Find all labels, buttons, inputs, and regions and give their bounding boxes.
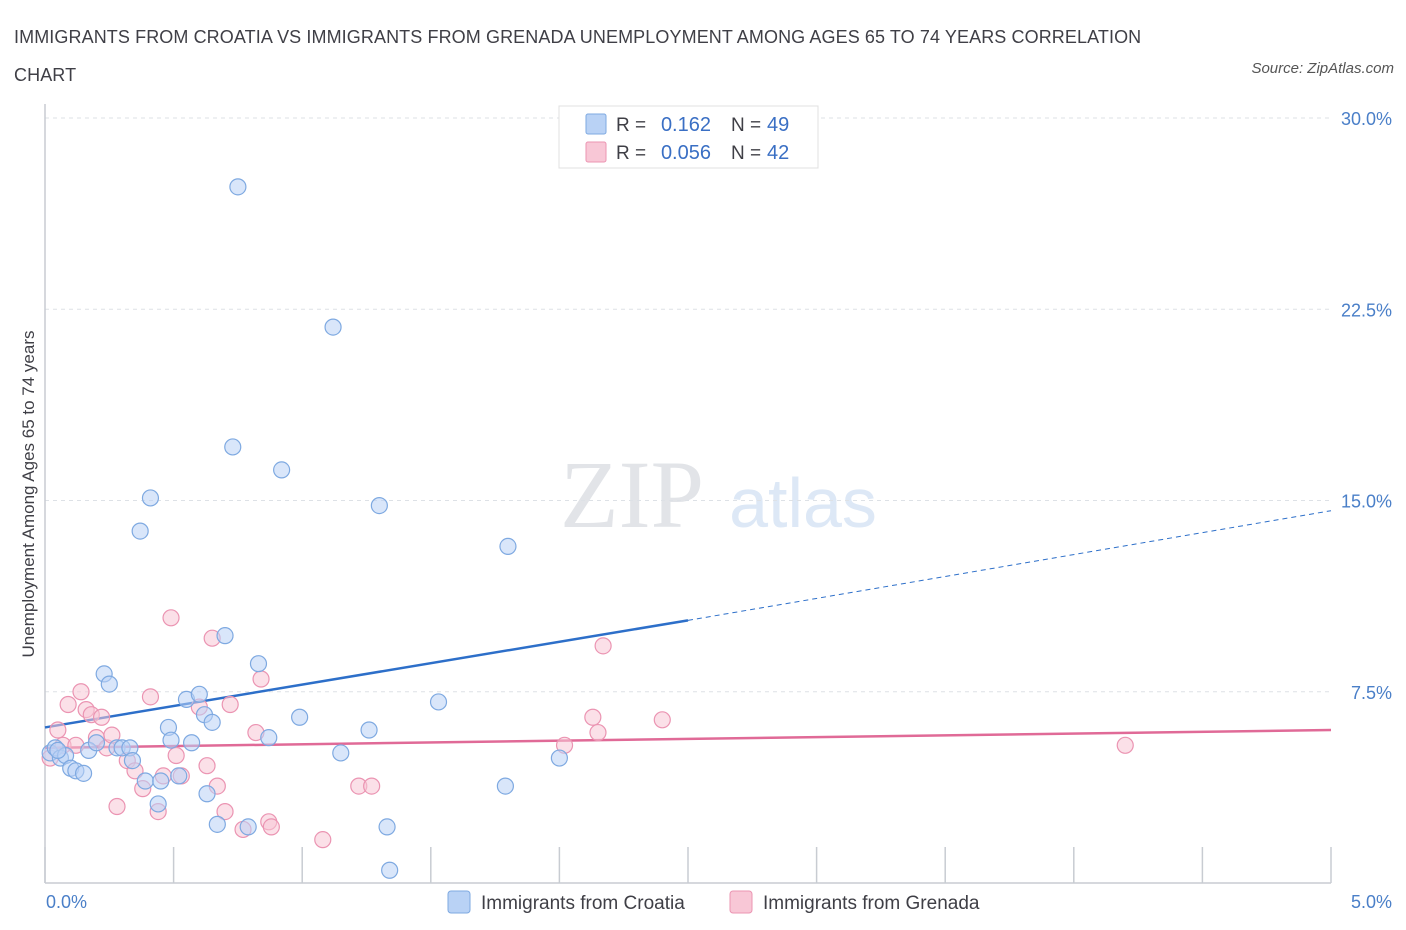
croatia-point — [170, 767, 188, 785]
source-label: Source: ZipAtlas.com — [1251, 60, 1394, 77]
watermark-atlas: atlas — [729, 464, 877, 542]
croatia-point — [429, 693, 448, 711]
croatia-point — [208, 815, 226, 833]
croatia-trend-line — [44, 619, 689, 729]
croatia-point — [291, 708, 309, 726]
grenada-point — [72, 683, 90, 701]
croatia-point — [332, 744, 350, 762]
y-axis-title: Unemployment Among Ages 65 to 74 years — [19, 331, 38, 658]
croatia-point — [74, 764, 93, 782]
croatia-point — [216, 627, 234, 645]
croatia-point — [260, 729, 278, 747]
croatia-point — [324, 318, 342, 336]
croatia-point — [229, 178, 247, 196]
grenada-point — [314, 831, 332, 849]
grenada-point — [594, 637, 612, 655]
legend-n-value: 49 — [767, 114, 789, 136]
legend-bottom-label-grenada: Immigrants from Grenada — [763, 893, 980, 914]
croatia-point — [550, 749, 569, 767]
grenada-point — [653, 711, 671, 729]
croatia-point — [381, 861, 399, 879]
watermark-zip: ZIP — [560, 441, 704, 548]
grid-layer — [45, 117, 1331, 693]
legend-swatch-grenada — [585, 141, 607, 163]
y-tick-label: 15.0% — [1341, 492, 1392, 512]
grenada-point — [49, 721, 67, 739]
croatia-point — [239, 818, 257, 836]
grenada-point — [262, 818, 280, 836]
croatia-point — [203, 713, 221, 731]
legend-n-value: 42 — [767, 142, 789, 164]
croatia-point — [224, 438, 242, 456]
croatia-point — [370, 497, 388, 515]
croatia-points — [41, 178, 569, 879]
croatia-point — [273, 461, 291, 479]
grenada-point — [221, 695, 239, 714]
croatia-point — [198, 785, 216, 803]
grenada-points — [41, 609, 1134, 849]
axis-layer: 7.5% 15.0% 22.5% 30.0% 0.0% 5.0% — [44, 104, 1392, 912]
legend-bottom-swatch-croatia — [447, 890, 471, 914]
y-tick-label: 7.5% — [1351, 683, 1392, 703]
x-tick-label: 5.0% — [1351, 892, 1392, 912]
croatia-point — [131, 522, 149, 540]
legend-bottom: Immigrants from Croatia Immigrants from … — [447, 890, 980, 914]
legend-n-label: N = — [731, 143, 761, 164]
legend-r-label: R = — [616, 143, 646, 164]
croatia-point — [162, 731, 180, 749]
croatia-point — [360, 721, 378, 739]
grenada-point — [584, 708, 602, 726]
y-tick-label: 22.5% — [1341, 300, 1392, 320]
croatia-trend-extension — [687, 510, 1332, 621]
grenada-point — [167, 746, 185, 765]
grenada-point — [141, 688, 160, 706]
trend-layer — [44, 510, 1332, 750]
croatia-point — [49, 741, 67, 760]
croatia-point — [141, 489, 160, 507]
croatia-point — [249, 655, 268, 673]
grenada-point — [589, 723, 607, 742]
x-tick-label: 0.0% — [46, 892, 87, 912]
grenada-point — [198, 757, 216, 775]
croatia-point — [136, 772, 154, 790]
croatia-point — [149, 795, 167, 813]
croatia-point — [496, 777, 514, 795]
legend-r-value: 0.056 — [661, 142, 711, 164]
grenada-point — [1116, 736, 1134, 754]
grenada-point — [92, 708, 111, 726]
grenada-point — [363, 777, 381, 795]
legend-r-label: R = — [616, 115, 646, 136]
legend-bottom-swatch-grenada — [729, 890, 753, 914]
grenada-point — [216, 802, 234, 821]
legend-swatch-croatia — [585, 113, 607, 135]
chart-title: IMMIGRANTS FROM CROATIA VS IMMIGRANTS FR… — [14, 27, 1142, 85]
croatia-point — [152, 772, 170, 790]
legend-top: R = 0.162 N = 49 R = 0.056 N = 42 — [558, 105, 819, 169]
croatia-point — [378, 818, 396, 836]
croatia-point — [100, 675, 118, 693]
croatia-point — [190, 685, 208, 703]
grenada-point — [59, 695, 77, 714]
croatia-point — [499, 537, 517, 556]
grenada-point — [108, 797, 126, 816]
grenada-trend-line — [44, 728, 1332, 750]
y-tick-label: 30.0% — [1341, 109, 1392, 129]
croatia-point — [123, 751, 142, 770]
grenada-point — [252, 670, 270, 688]
legend-r-value: 0.162 — [661, 114, 711, 136]
croatia-point — [183, 734, 201, 752]
legend-bottom-label-croatia: Immigrants from Croatia — [481, 893, 685, 914]
grenada-point — [162, 609, 180, 627]
croatia-point — [87, 734, 106, 752]
legend-n-label: N = — [731, 115, 761, 136]
